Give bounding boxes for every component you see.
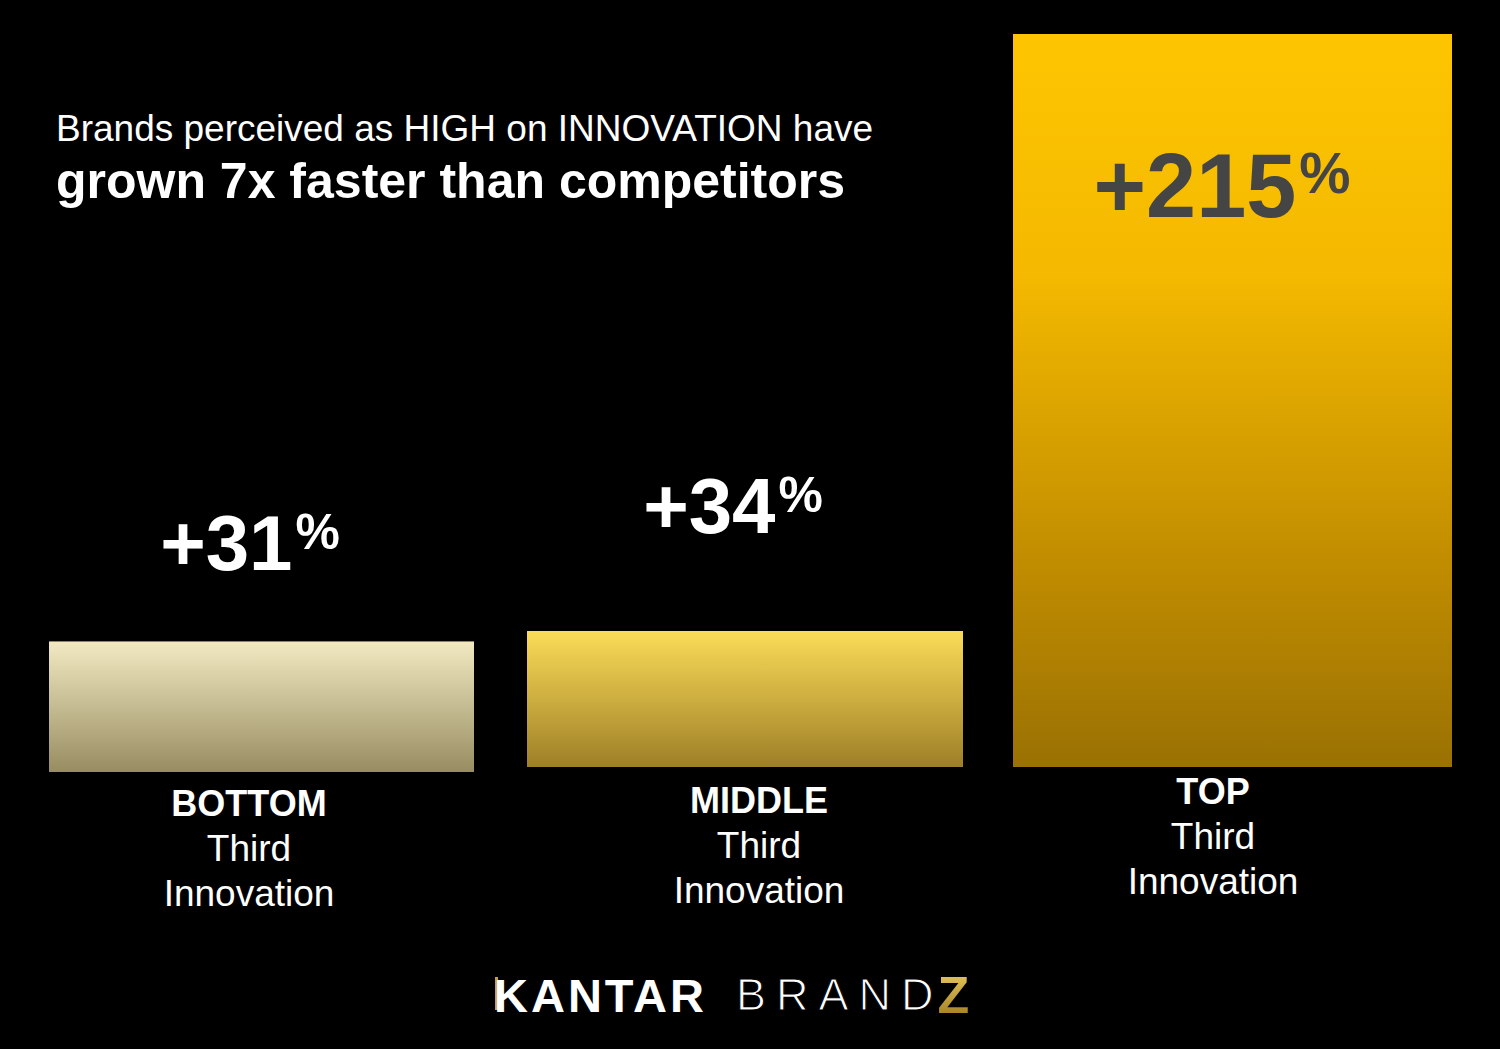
value-number: +34 [643, 462, 775, 550]
headline-line2: grown 7x faster than competitors [56, 151, 873, 211]
tier-sub2: Innovation [1043, 859, 1383, 904]
value-number: +31 [160, 499, 292, 587]
bar-bottom-third [49, 641, 474, 772]
tier-name: BOTTOM [79, 781, 419, 826]
value-label-bottom-third: +31% [30, 504, 470, 582]
category-label-bottom: BOTTOM Third Innovation [79, 781, 419, 916]
percent-sign: % [1299, 141, 1350, 205]
headline: Brands perceived as HIGH on INNOVATION h… [56, 106, 873, 211]
value-label-top-third: +215% [1002, 141, 1442, 231]
tier-sub1: Third [589, 823, 929, 868]
kantar-wordmark: KANTAR [494, 972, 707, 1019]
kantar-brandz-logo: KANTAR BRAND Z [495, 972, 969, 1024]
tier-sub2: Innovation [589, 868, 929, 913]
headline-line1: Brands perceived as HIGH on INNOVATION h… [56, 106, 873, 151]
brandz-z: Z [937, 969, 969, 1021]
tier-name: TOP [1043, 769, 1383, 814]
tier-sub1: Third [1043, 814, 1383, 859]
category-label-top: TOP Third Innovation [1043, 769, 1383, 904]
tier-sub1: Third [79, 826, 419, 871]
tier-name: MIDDLE [589, 778, 929, 823]
value-label-middle-third: +34% [513, 467, 953, 545]
percent-sign: % [778, 467, 822, 523]
slide: Brands perceived as HIGH on INNOVATION h… [0, 0, 1500, 1049]
tier-sub2: Innovation [79, 871, 419, 916]
category-label-middle: MIDDLE Third Innovation [589, 778, 929, 913]
brandz-wordmark: BRAND [736, 972, 944, 1017]
percent-sign: % [295, 504, 339, 560]
bar-middle-third [527, 631, 963, 767]
value-number: +215 [1094, 136, 1297, 236]
